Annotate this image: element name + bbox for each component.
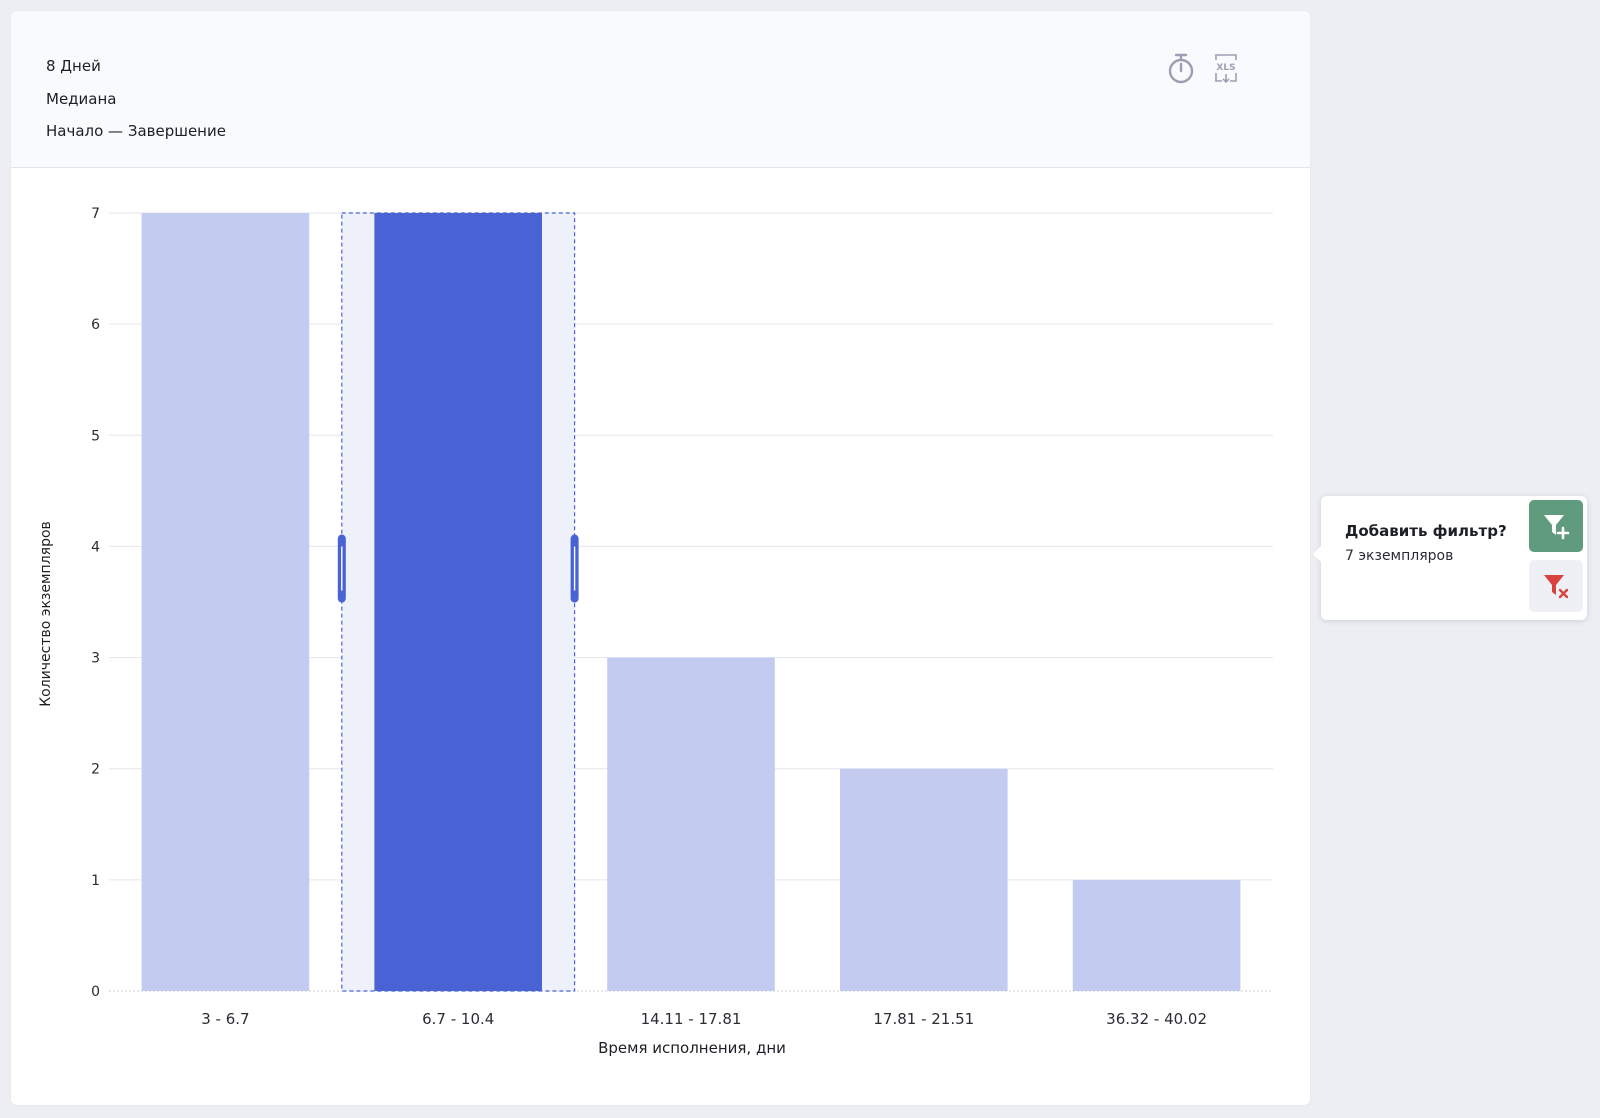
y-tick-label: 7 xyxy=(91,206,100,222)
filter-clear-icon xyxy=(1544,575,1569,599)
filter-add-icon xyxy=(1544,515,1570,540)
bar[interactable] xyxy=(1072,879,1241,991)
y-tick-label: 4 xyxy=(91,539,100,555)
bar[interactable] xyxy=(141,213,310,991)
y-tick-label: 3 xyxy=(91,651,100,667)
y-tick-label: 6 xyxy=(91,317,100,333)
x-tick-label: 3 - 6.7 xyxy=(201,1010,249,1028)
filter-popup-title: Добавить фильтр? xyxy=(1345,522,1507,540)
x-tick-label: 6.7 - 10.4 xyxy=(422,1010,494,1028)
filter-popup: Добавить фильтр? 7 экземпляров xyxy=(1313,496,1587,620)
range-label: Начало — Завершение xyxy=(46,122,226,140)
bars xyxy=(141,212,1241,992)
y-tick-label: 5 xyxy=(91,428,100,444)
y-tick-label: 2 xyxy=(91,762,100,778)
bar[interactable] xyxy=(374,213,543,991)
xls-label: XLS xyxy=(1216,63,1235,73)
aggregation-label: Медиана xyxy=(46,90,117,108)
add-filter-button[interactable] xyxy=(1529,500,1583,552)
histogram-chart: 0 1 2 3 4 5 6 7 3 - 6.7 6.7 - 10.4 14.11 - 17.81 1… xyxy=(38,206,1273,1057)
x-axis-title: Время исполнения, дни xyxy=(598,1039,786,1057)
x-tick-label: 14.11 - 17.81 xyxy=(641,1010,742,1028)
card-header: 8 Дней Медиана Начало — Завершение XLS xyxy=(11,11,1310,168)
y-axis-ticks: 0 1 2 3 4 5 6 7 xyxy=(91,206,100,1000)
xls-export-icon[interactable]: XLS xyxy=(1209,51,1243,85)
x-tick-label: 17.81 - 21.51 xyxy=(873,1010,974,1028)
y-axis-title: Количество экземпляров xyxy=(38,521,54,707)
filter-popup-count: 7 экземпляров xyxy=(1345,548,1454,564)
clear-filter-button[interactable] xyxy=(1529,560,1583,612)
y-tick-label: 1 xyxy=(91,873,100,889)
stopwatch-icon[interactable] xyxy=(1164,51,1198,85)
duration-value: 8 Дней xyxy=(46,57,101,75)
x-tick-label: 36.32 - 40.02 xyxy=(1106,1010,1207,1028)
chart-card: 8 Дней Медиана Начало — Завершение XLS 0… xyxy=(11,11,1310,1105)
x-axis-ticks: 3 - 6.7 6.7 - 10.4 14.11 - 17.81 17.81 - 21… xyxy=(201,1010,1207,1028)
bar[interactable] xyxy=(607,657,775,991)
bar[interactable] xyxy=(839,768,1008,991)
y-tick-label: 0 xyxy=(91,984,100,1000)
